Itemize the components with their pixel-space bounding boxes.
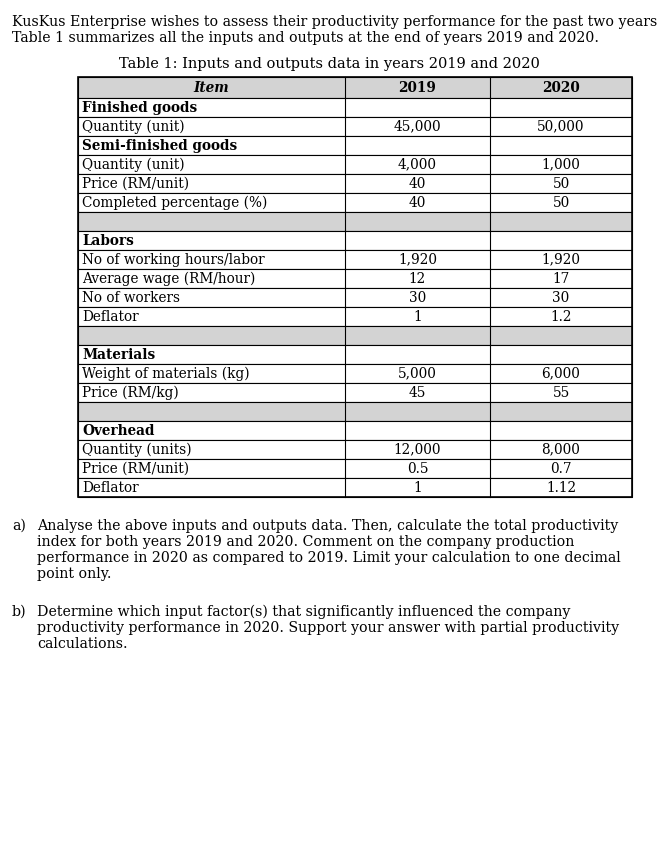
Bar bbox=[78, 98, 632, 117]
Text: Determine which input factor(s) that significantly influenced the company: Determine which input factor(s) that sig… bbox=[37, 605, 570, 619]
Bar bbox=[78, 364, 632, 383]
Text: 1,920: 1,920 bbox=[542, 252, 580, 267]
Text: No of workers: No of workers bbox=[82, 291, 180, 305]
Text: 30: 30 bbox=[552, 291, 570, 305]
Bar bbox=[78, 478, 632, 497]
Text: 5,000: 5,000 bbox=[398, 367, 437, 380]
Text: 1: 1 bbox=[413, 480, 422, 495]
Bar bbox=[78, 402, 632, 421]
Text: KusKus Enterprise wishes to assess their productivity performance for the past t: KusKus Enterprise wishes to assess their… bbox=[12, 15, 658, 29]
Text: 40: 40 bbox=[409, 196, 426, 209]
Text: 50: 50 bbox=[552, 176, 570, 191]
Text: 1,920: 1,920 bbox=[398, 252, 437, 267]
Text: No of working hours/labor: No of working hours/labor bbox=[82, 252, 265, 267]
Text: b): b) bbox=[12, 605, 26, 619]
Bar bbox=[78, 77, 632, 98]
Bar bbox=[78, 174, 632, 193]
Text: index for both years 2019 and 2020. Comment on the company production: index for both years 2019 and 2020. Comm… bbox=[37, 535, 574, 549]
Text: 50: 50 bbox=[552, 196, 570, 209]
Text: 1.2: 1.2 bbox=[550, 309, 572, 324]
Text: 1: 1 bbox=[413, 309, 422, 324]
Text: 1.12: 1.12 bbox=[546, 480, 576, 495]
Text: Price (RM/unit): Price (RM/unit) bbox=[82, 462, 189, 475]
Text: 17: 17 bbox=[552, 272, 570, 285]
Bar bbox=[78, 77, 632, 497]
Text: a): a) bbox=[12, 519, 26, 533]
Text: 2019: 2019 bbox=[399, 80, 436, 95]
Text: calculations.: calculations. bbox=[37, 637, 128, 651]
Text: Deflator: Deflator bbox=[82, 480, 139, 495]
Text: 0.5: 0.5 bbox=[407, 462, 428, 475]
Bar bbox=[78, 193, 632, 212]
Text: 6,000: 6,000 bbox=[542, 367, 580, 380]
Text: Table 1 summarizes all the inputs and outputs at the end of years 2019 and 2020.: Table 1 summarizes all the inputs and ou… bbox=[12, 31, 599, 45]
Bar bbox=[78, 269, 632, 288]
Text: 4,000: 4,000 bbox=[398, 158, 437, 171]
Text: 30: 30 bbox=[409, 291, 426, 305]
Text: 45,000: 45,000 bbox=[393, 119, 442, 134]
Bar bbox=[78, 288, 632, 307]
Text: 45: 45 bbox=[409, 385, 426, 400]
Bar bbox=[78, 231, 632, 250]
Text: 40: 40 bbox=[409, 176, 426, 191]
Text: Materials: Materials bbox=[82, 347, 155, 362]
Text: Quantity (unit): Quantity (unit) bbox=[82, 119, 185, 134]
Text: Analyse the above inputs and outputs data. Then, calculate the total productivit: Analyse the above inputs and outputs dat… bbox=[37, 519, 619, 533]
Text: 8,000: 8,000 bbox=[542, 442, 580, 457]
Text: Price (RM/unit): Price (RM/unit) bbox=[82, 176, 189, 191]
Text: Price (RM/kg): Price (RM/kg) bbox=[82, 385, 179, 400]
Bar bbox=[78, 326, 632, 345]
Text: Quantity (units): Quantity (units) bbox=[82, 442, 191, 457]
Text: 55: 55 bbox=[552, 385, 570, 400]
Bar bbox=[78, 250, 632, 269]
Text: Item: Item bbox=[193, 80, 229, 95]
Bar bbox=[78, 421, 632, 440]
Text: Quantity (unit): Quantity (unit) bbox=[82, 158, 185, 172]
Text: Completed percentage (%): Completed percentage (%) bbox=[82, 196, 267, 210]
Text: 50,000: 50,000 bbox=[537, 119, 585, 134]
Text: performance in 2020 as compared to 2019. Limit your calculation to one decimal: performance in 2020 as compared to 2019.… bbox=[37, 551, 620, 565]
Text: Deflator: Deflator bbox=[82, 309, 139, 324]
Text: point only.: point only. bbox=[37, 567, 111, 581]
Text: 12: 12 bbox=[409, 272, 426, 285]
Text: Finished goods: Finished goods bbox=[82, 101, 197, 114]
Text: Semi-finished goods: Semi-finished goods bbox=[82, 139, 237, 152]
Text: Table 1: Inputs and outputs data in years 2019 and 2020: Table 1: Inputs and outputs data in year… bbox=[118, 57, 540, 71]
Bar bbox=[78, 155, 632, 174]
Text: Average wage (RM/hour): Average wage (RM/hour) bbox=[82, 271, 255, 285]
Text: 12,000: 12,000 bbox=[393, 442, 442, 457]
Bar bbox=[78, 459, 632, 478]
Bar bbox=[78, 440, 632, 459]
Bar bbox=[78, 345, 632, 364]
Text: Weight of materials (kg): Weight of materials (kg) bbox=[82, 366, 249, 380]
Bar bbox=[78, 117, 632, 136]
Bar bbox=[78, 136, 632, 155]
Text: 0.7: 0.7 bbox=[550, 462, 572, 475]
Bar bbox=[78, 212, 632, 231]
Text: 1,000: 1,000 bbox=[542, 158, 580, 171]
Bar bbox=[78, 307, 632, 326]
Text: 2020: 2020 bbox=[542, 80, 580, 95]
Text: productivity performance in 2020. Support your answer with partial productivity: productivity performance in 2020. Suppor… bbox=[37, 621, 619, 635]
Text: Labors: Labors bbox=[82, 234, 134, 247]
Bar bbox=[78, 383, 632, 402]
Text: Overhead: Overhead bbox=[82, 424, 155, 438]
